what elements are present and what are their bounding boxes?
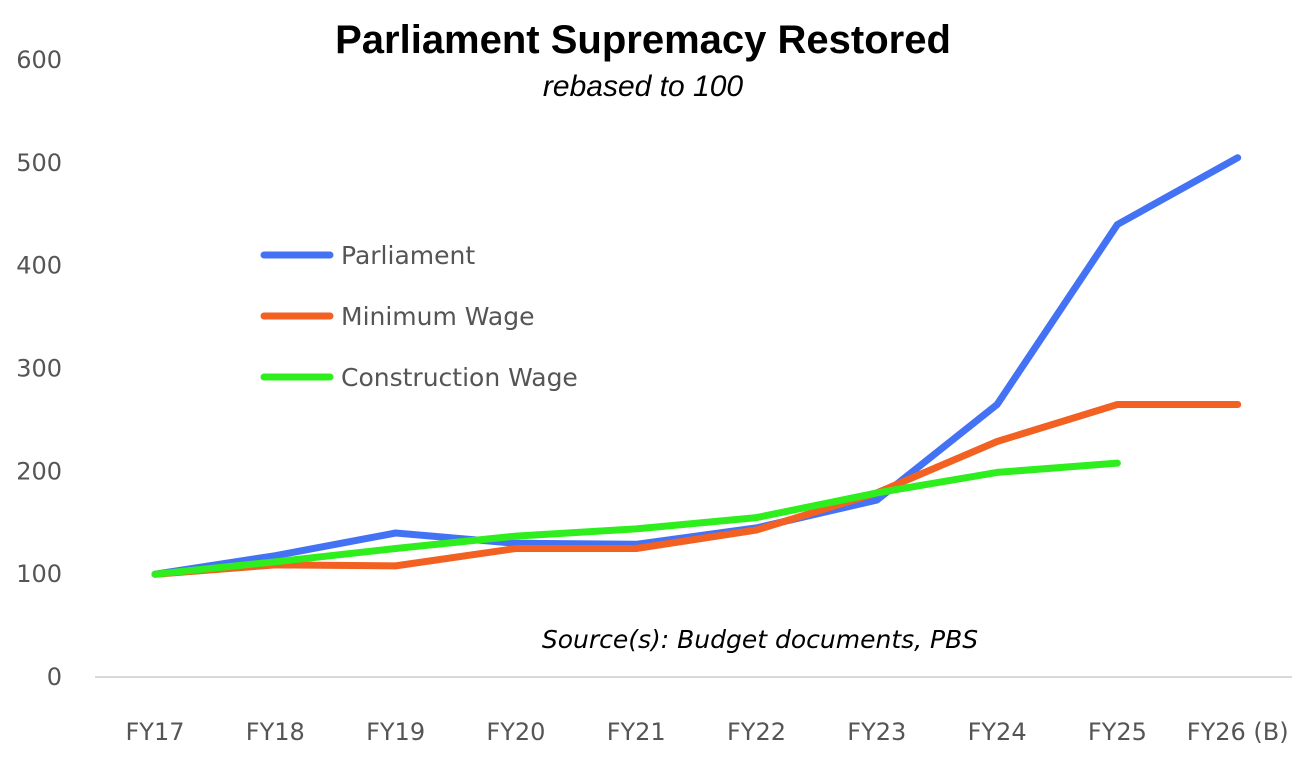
x-tick-label: FY23 [847,718,906,746]
x-tick-label: FY22 [727,718,786,746]
legend-label: Minimum Wage [341,302,535,331]
y-tick-label: 400 [16,252,62,280]
x-tick-label: FY25 [1088,718,1147,746]
x-tick-label: FY24 [968,718,1027,746]
series-line-construction-wage [151,459,1121,578]
x-tick-label: FY19 [366,718,425,746]
y-tick-label: 100 [16,560,62,588]
series-line-parliament [151,154,1242,578]
y-tick-label: 500 [16,149,62,177]
x-tick-label: FY18 [246,718,305,746]
x-tick-label: FY26 (B) [1187,718,1289,746]
x-tick-label: FY20 [486,718,545,746]
y-tick-label: 300 [16,355,62,383]
y-tick-label: 200 [16,457,62,485]
legend-label: Parliament [341,241,475,270]
x-axis-ticks: FY17 FY18 FY19 FY20 FY21 FY22 FY23 FY24 FY25 FY26… [125,718,1288,746]
chart-title: Parliament Supremacy Restored [335,18,951,62]
series-lines [151,154,1242,578]
source-note: Source(s): Budget documents, PBS [542,625,978,654]
legend-label: Construction Wage [341,363,578,392]
x-tick-label: FY17 [125,718,184,746]
legend: Parliament Minimum Wage Construction Wage [260,241,578,392]
y-axis-ticks: 0 100 200 300 400 500 600 [16,46,62,691]
series-line-minimum-wage [151,401,1242,578]
x-tick-label: FY21 [607,718,666,746]
chart-subtitle: rebased to 100 [542,70,744,103]
y-tick-label: 0 [47,663,62,691]
y-tick-label: 600 [16,46,62,74]
